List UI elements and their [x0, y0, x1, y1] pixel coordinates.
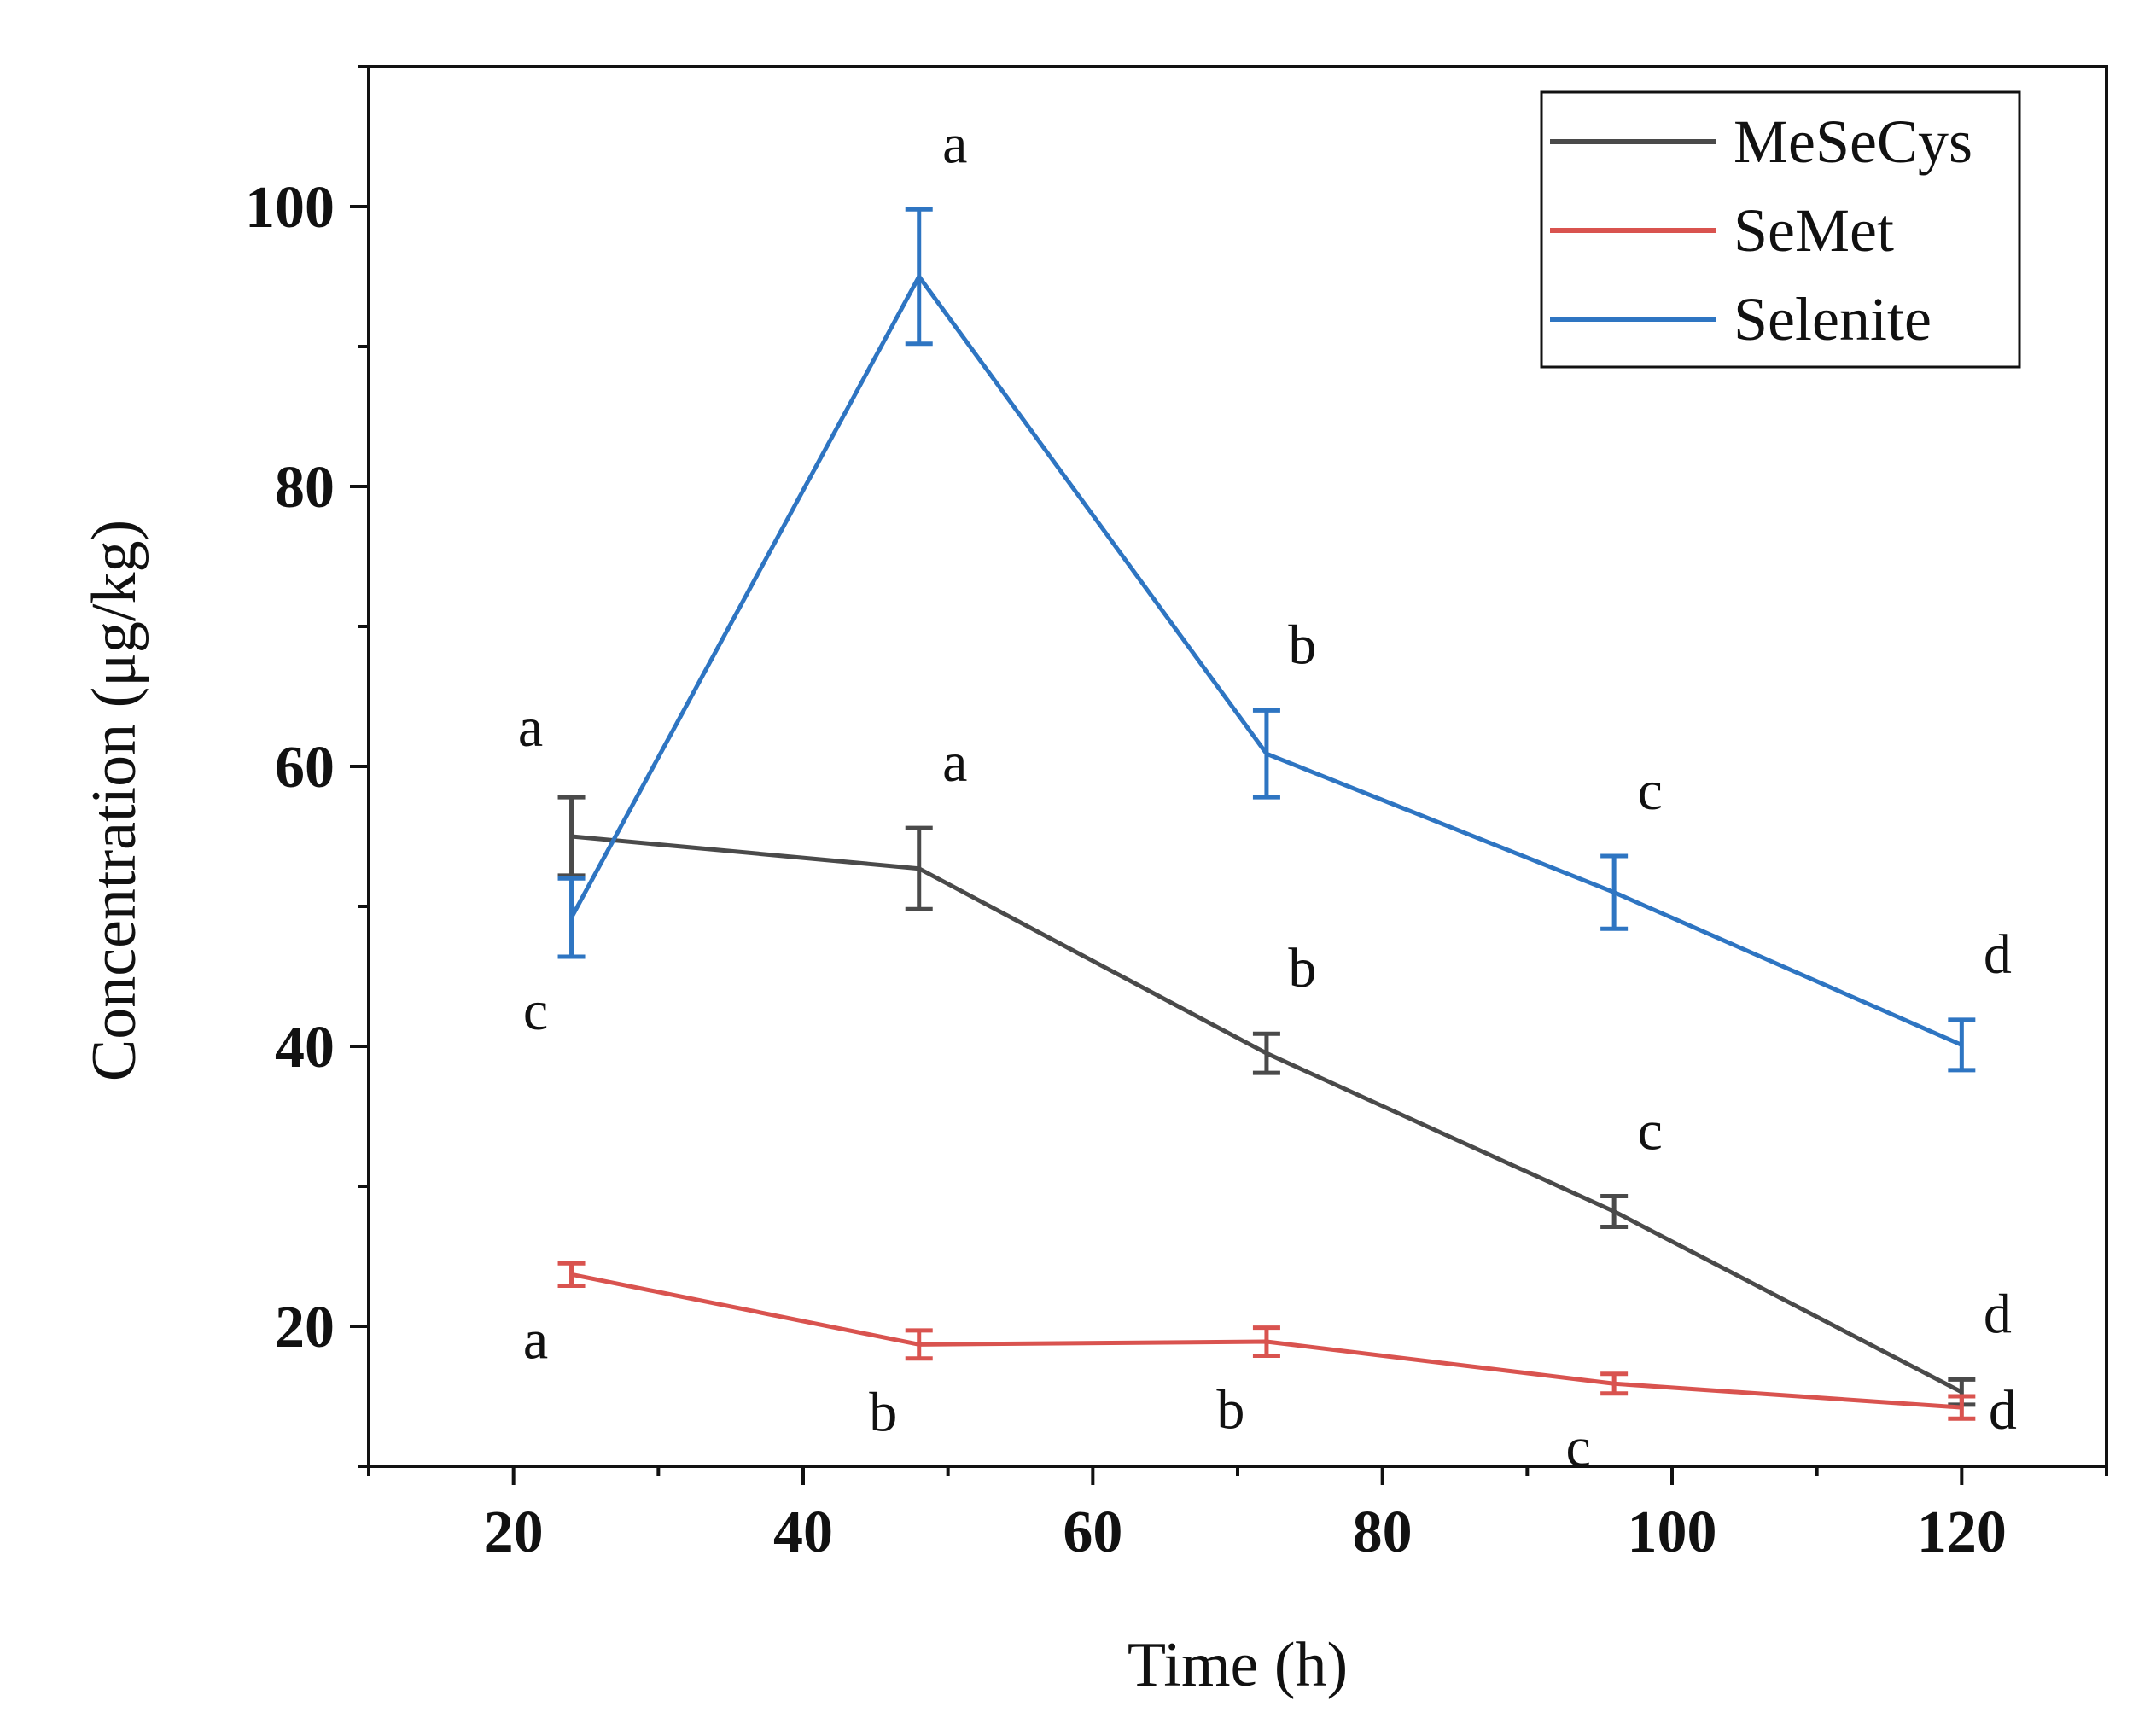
significance-letter: d [1984, 1283, 2012, 1345]
significance-letter: d [1989, 1379, 2017, 1441]
legend-label: SeMet [1734, 196, 1894, 265]
significance-letter: b [1288, 937, 1316, 999]
significance-letter: c [1637, 1099, 1662, 1162]
series-line [571, 834, 1963, 1395]
legend-item-selenite: Selenite [1550, 285, 1932, 353]
significance-letter: a [942, 113, 967, 175]
error-bar [1948, 1394, 1976, 1421]
x-tick-label: 60 [1063, 1500, 1122, 1565]
y-tick-label: 40 [275, 1015, 335, 1080]
error-bar [1252, 708, 1280, 800]
error-bar [1600, 1193, 1629, 1230]
legend-label: Selenite [1734, 285, 1932, 353]
error-bar [1600, 853, 1629, 931]
x-tick-label: 40 [773, 1500, 833, 1565]
significance-letter: c [1565, 1417, 1590, 1479]
significance-letter: c [1637, 760, 1662, 822]
significance-letter: a [518, 696, 543, 759]
error-bar [557, 876, 586, 959]
error-bar [905, 1328, 933, 1361]
axes-layer: 20 40 60 80 100 120 20 40 60 80 100 [245, 65, 2108, 1565]
legend-item-mesecys: MeSeCys [1550, 108, 1972, 176]
error-bar [557, 1261, 586, 1288]
y-tick-label: 100 [245, 175, 335, 241]
significance-letter: d [1984, 923, 2012, 986]
significance-letter: c [523, 980, 548, 1042]
x-axis-title: Time (h) [1128, 1630, 1348, 1700]
legend-label: MeSeCys [1734, 108, 1972, 176]
y-tick-label: 80 [275, 455, 335, 521]
series-mesecys [557, 795, 1976, 1407]
series-semet [557, 1261, 1976, 1421]
error-bar [905, 207, 933, 347]
series-selenite [557, 207, 1976, 1073]
legend-item-semet: SeMet [1550, 196, 1894, 265]
error-bar [1252, 1031, 1280, 1075]
x-tick-label: 80 [1353, 1500, 1413, 1565]
significance-letter: b [869, 1382, 897, 1444]
x-tick-label: 100 [1628, 1500, 1717, 1565]
series-line [569, 274, 1963, 1047]
error-bar [557, 795, 586, 878]
significance-letter: b [1288, 614, 1316, 676]
error-bar [1600, 1371, 1629, 1396]
y-axis-title: Concentration (μg/kg) [79, 520, 149, 1081]
error-bar [1252, 1325, 1280, 1358]
x-tick-label: 20 [484, 1500, 544, 1565]
x-tick-label: 120 [1917, 1500, 2007, 1565]
significance-letter: a [523, 1308, 548, 1371]
error-bar [905, 825, 933, 911]
error-bar [1948, 1017, 1976, 1073]
significance-letter: a [942, 731, 967, 794]
letter-labels-layer: a a b c d a b b c d c a b c d [518, 113, 2017, 1478]
significance-letter: b [1216, 1378, 1244, 1441]
series-layer [557, 207, 1976, 1421]
y-tick-label: 60 [275, 735, 335, 801]
y-tick-label: 20 [275, 1295, 335, 1360]
legend: MeSeCys SeMet Selenite [1540, 90, 2021, 369]
